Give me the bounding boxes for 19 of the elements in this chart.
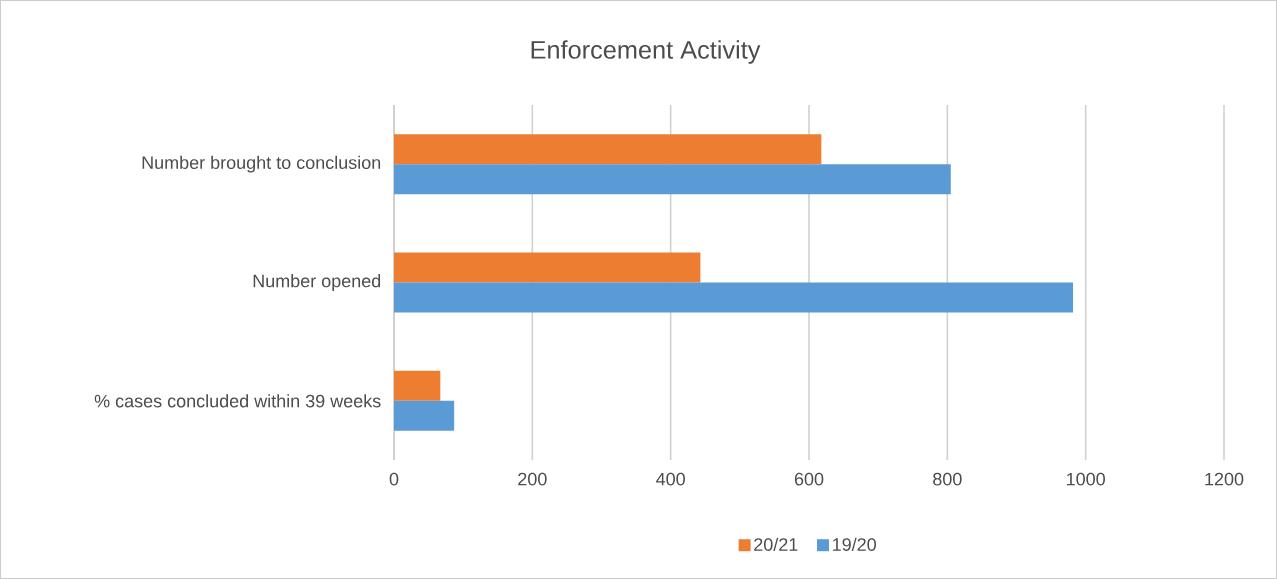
x-tick-label: 1000 xyxy=(1067,472,1105,486)
legend-label: 19/20 xyxy=(833,537,876,551)
bar xyxy=(394,370,441,401)
bar xyxy=(394,252,701,283)
x-tick-label: 800 xyxy=(933,472,962,486)
y-tick-label: Number opened xyxy=(253,274,381,291)
bar xyxy=(394,134,822,165)
bar xyxy=(394,400,455,431)
legend-label: 20/21 xyxy=(754,537,798,551)
bar xyxy=(394,282,1074,313)
bar xyxy=(394,164,951,195)
x-tick-label: 0 xyxy=(389,472,399,486)
x-tick-label: 200 xyxy=(518,472,547,486)
y-tick-label: % cases concluded within 39 weeks xyxy=(94,394,381,408)
x-tick-label: 1200 xyxy=(1205,472,1244,486)
y-tick-label: Number brought to conclusion xyxy=(142,155,381,173)
x-tick-label: 400 xyxy=(656,472,685,486)
x-tick-label: 600 xyxy=(794,472,824,486)
chart-title: Enforcement Activity xyxy=(531,40,761,64)
